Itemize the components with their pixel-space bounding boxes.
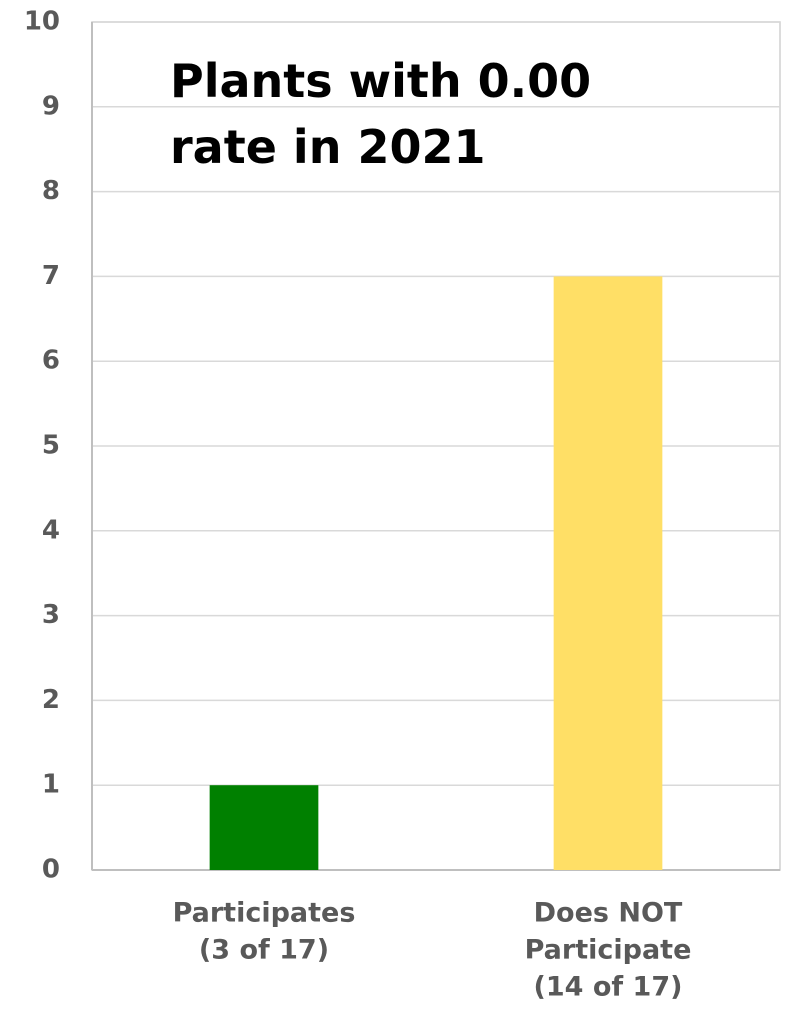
chart-title: Plants with 0.00 rate in 2021 xyxy=(170,54,592,174)
y-tick-label: 0 xyxy=(42,855,60,885)
y-tick-label: 2 xyxy=(42,685,60,715)
y-tick-label: 5 xyxy=(42,431,60,461)
bar xyxy=(209,785,319,870)
bar xyxy=(553,276,663,870)
y-tick-label: 3 xyxy=(42,600,60,630)
y-tick-label: 6 xyxy=(42,346,60,376)
x-tick-label: Does NOT xyxy=(534,898,683,929)
y-tick-label: 7 xyxy=(42,261,60,291)
y-tick-label: 10 xyxy=(24,7,60,37)
x-tick-label: Participate xyxy=(525,935,692,966)
y-tick-label: 1 xyxy=(42,770,60,800)
y-tick-label: 9 xyxy=(42,91,60,121)
x-tick-label: Participates xyxy=(173,898,356,929)
y-tick-label: 4 xyxy=(42,515,60,545)
y-tick-label: 8 xyxy=(42,176,60,206)
x-tick-label: (3 of 17) xyxy=(199,935,329,966)
x-tick-label: (14 of 17) xyxy=(534,972,683,1003)
